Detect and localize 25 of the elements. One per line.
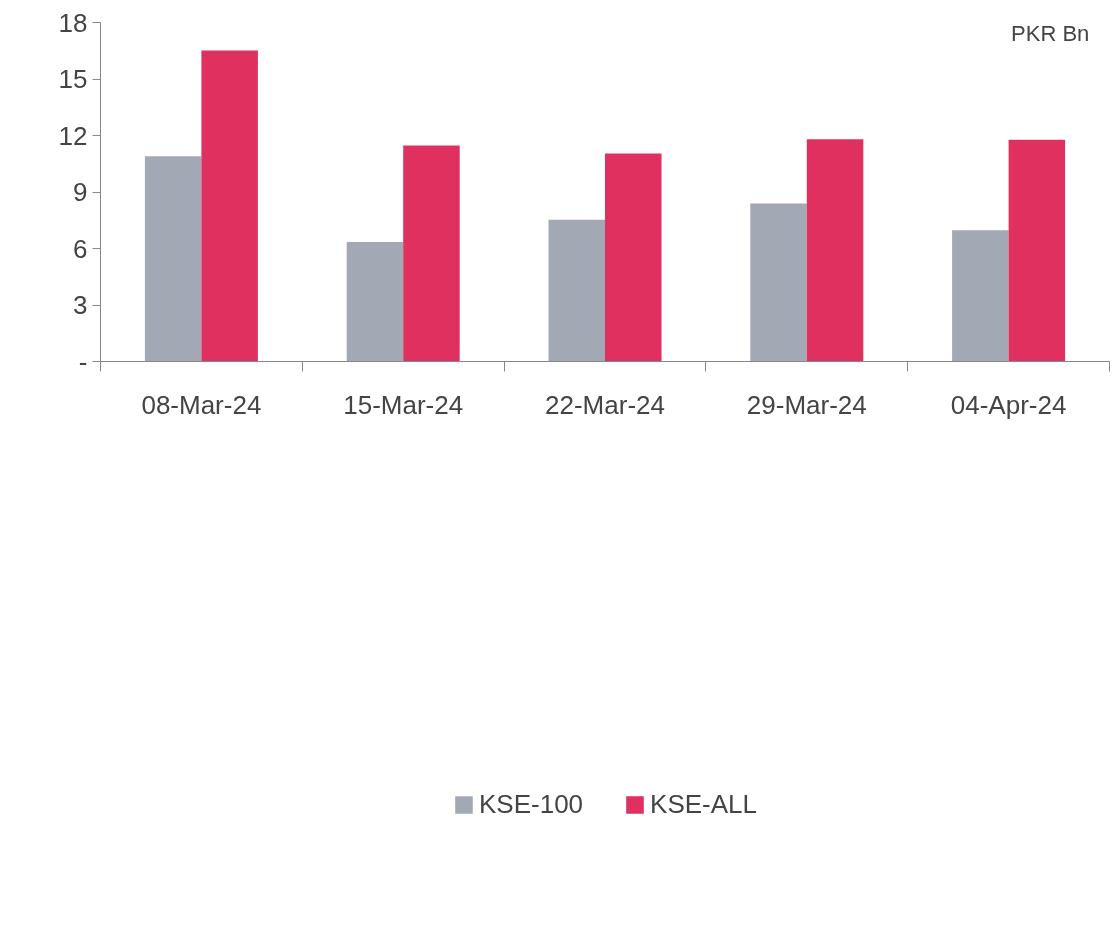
- x-tick-label: 08-Mar-24: [141, 389, 262, 420]
- bar: [346, 241, 404, 362]
- x-tick-label: 22-Mar-24: [545, 389, 665, 420]
- bar: [403, 145, 460, 362]
- y-tick-label: -: [78, 346, 88, 377]
- bar: [750, 203, 807, 362]
- bar: [1008, 139, 1066, 362]
- y-tick-label: 15: [58, 64, 88, 94]
- bar: [201, 50, 258, 362]
- y-tick-label: 3: [73, 290, 88, 320]
- annotation: PKR Bn: [1011, 21, 1090, 47]
- legend-label: KSE-ALL: [650, 788, 758, 820]
- bar: [806, 139, 864, 362]
- y-tick-label: 18: [58, 7, 88, 38]
- bar: [605, 153, 662, 362]
- y-tick-label: 9: [73, 177, 88, 207]
- x-tick-label: 29-Mar-24: [746, 389, 867, 420]
- y-tick-label: 12: [58, 120, 88, 151]
- legend-label: KSE-100: [478, 788, 584, 820]
- y-tick-label: 6: [73, 233, 88, 264]
- bar: [144, 156, 202, 362]
- bar: [548, 219, 605, 362]
- x-tick-label: 15-Mar-24: [343, 389, 464, 420]
- bar: [952, 230, 1009, 362]
- x-tick-label: 04-Apr-24: [950, 389, 1067, 420]
